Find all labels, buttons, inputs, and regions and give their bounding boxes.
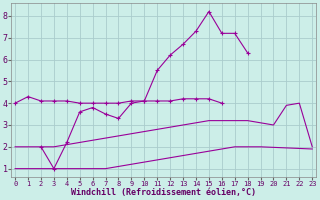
X-axis label: Windchill (Refroidissement éolien,°C): Windchill (Refroidissement éolien,°C) bbox=[71, 188, 256, 197]
